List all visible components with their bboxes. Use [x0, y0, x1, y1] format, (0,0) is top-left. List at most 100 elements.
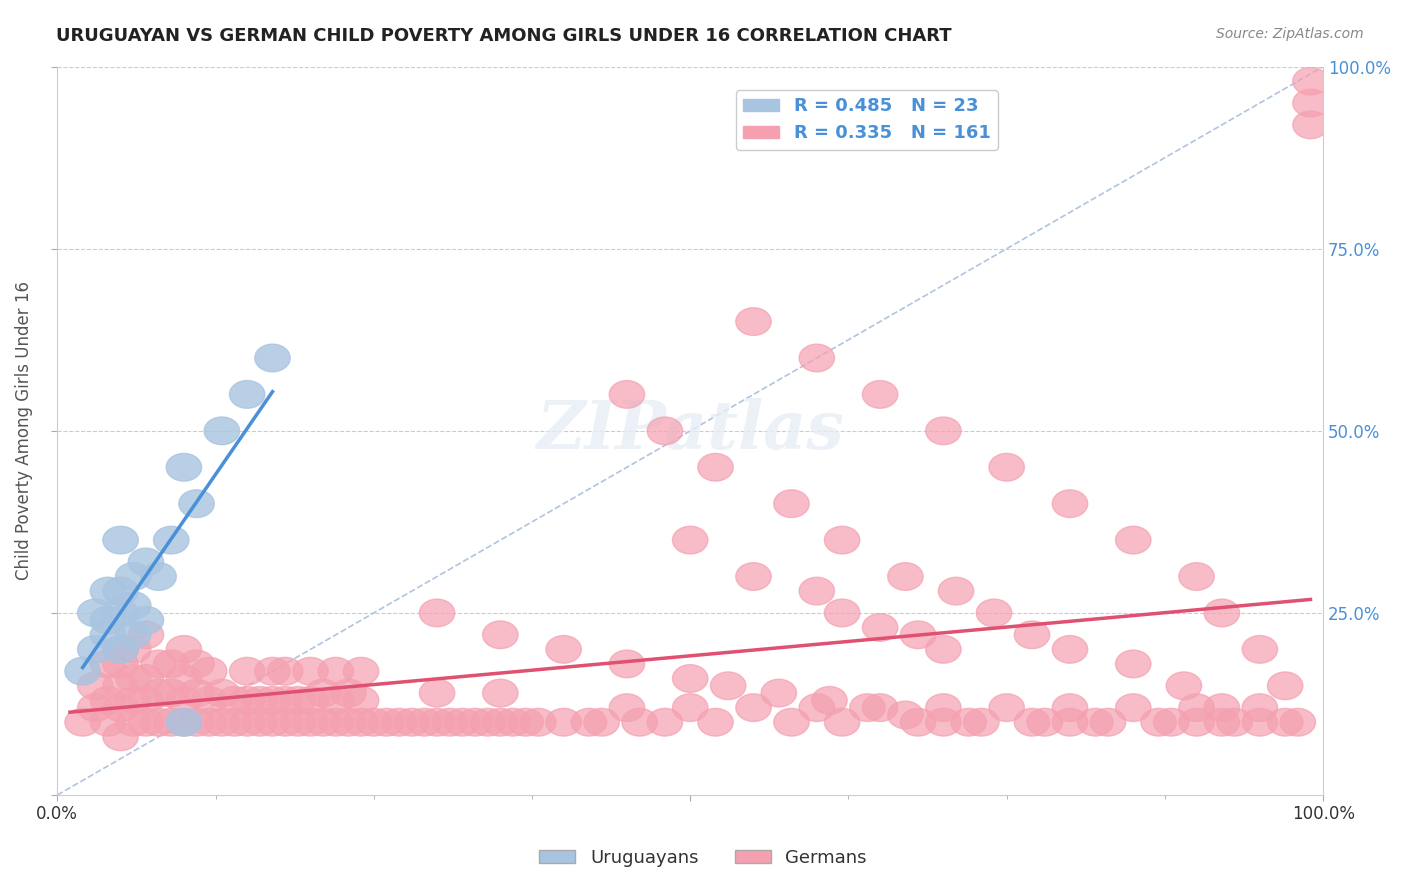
Ellipse shape — [103, 599, 138, 627]
Ellipse shape — [1052, 694, 1088, 722]
Ellipse shape — [217, 687, 252, 714]
Ellipse shape — [229, 381, 264, 409]
Ellipse shape — [419, 599, 454, 627]
Ellipse shape — [166, 665, 201, 692]
Ellipse shape — [609, 694, 645, 722]
Ellipse shape — [672, 665, 709, 692]
Ellipse shape — [697, 708, 734, 736]
Ellipse shape — [267, 708, 302, 736]
Ellipse shape — [77, 635, 112, 664]
Ellipse shape — [254, 657, 290, 685]
Ellipse shape — [609, 650, 645, 678]
Ellipse shape — [103, 723, 138, 751]
Legend: R = 0.485   N = 23, R = 0.335   N = 161: R = 0.485 N = 23, R = 0.335 N = 161 — [735, 90, 998, 150]
Ellipse shape — [128, 665, 163, 692]
Ellipse shape — [735, 694, 772, 722]
Ellipse shape — [1279, 708, 1316, 736]
Ellipse shape — [254, 687, 290, 714]
Ellipse shape — [824, 526, 860, 554]
Ellipse shape — [1292, 89, 1329, 117]
Ellipse shape — [799, 344, 835, 372]
Ellipse shape — [1267, 708, 1303, 736]
Ellipse shape — [697, 453, 734, 481]
Ellipse shape — [470, 708, 505, 736]
Ellipse shape — [925, 635, 962, 664]
Ellipse shape — [343, 687, 378, 714]
Ellipse shape — [128, 621, 163, 648]
Ellipse shape — [153, 650, 188, 678]
Ellipse shape — [1014, 621, 1050, 648]
Ellipse shape — [141, 679, 176, 707]
Ellipse shape — [267, 687, 302, 714]
Ellipse shape — [292, 657, 328, 685]
Ellipse shape — [242, 708, 277, 736]
Ellipse shape — [305, 679, 340, 707]
Ellipse shape — [609, 381, 645, 409]
Ellipse shape — [1178, 563, 1215, 591]
Ellipse shape — [482, 679, 517, 707]
Ellipse shape — [381, 708, 416, 736]
Ellipse shape — [546, 635, 581, 664]
Ellipse shape — [153, 679, 188, 707]
Ellipse shape — [950, 708, 987, 736]
Ellipse shape — [1178, 694, 1215, 722]
Ellipse shape — [90, 708, 125, 736]
Ellipse shape — [90, 687, 125, 714]
Ellipse shape — [292, 687, 328, 714]
Ellipse shape — [166, 708, 201, 736]
Ellipse shape — [925, 694, 962, 722]
Ellipse shape — [356, 708, 391, 736]
Ellipse shape — [318, 708, 353, 736]
Ellipse shape — [1292, 67, 1329, 95]
Ellipse shape — [179, 679, 214, 707]
Ellipse shape — [103, 694, 138, 722]
Ellipse shape — [1241, 694, 1278, 722]
Legend: Uruguayans, Germans: Uruguayans, Germans — [531, 842, 875, 874]
Ellipse shape — [824, 708, 860, 736]
Ellipse shape — [1052, 490, 1088, 517]
Ellipse shape — [1241, 635, 1278, 664]
Ellipse shape — [672, 526, 709, 554]
Ellipse shape — [330, 708, 366, 736]
Ellipse shape — [90, 650, 125, 678]
Ellipse shape — [90, 577, 125, 605]
Ellipse shape — [773, 708, 810, 736]
Ellipse shape — [1077, 708, 1114, 736]
Ellipse shape — [128, 548, 163, 576]
Ellipse shape — [90, 607, 125, 634]
Text: Source: ZipAtlas.com: Source: ZipAtlas.com — [1216, 27, 1364, 41]
Ellipse shape — [330, 679, 366, 707]
Ellipse shape — [191, 708, 226, 736]
Ellipse shape — [1241, 708, 1278, 736]
Ellipse shape — [710, 672, 747, 699]
Ellipse shape — [229, 687, 264, 714]
Ellipse shape — [128, 607, 163, 634]
Ellipse shape — [988, 694, 1025, 722]
Ellipse shape — [621, 708, 658, 736]
Ellipse shape — [204, 417, 239, 445]
Ellipse shape — [1052, 708, 1088, 736]
Ellipse shape — [394, 708, 429, 736]
Ellipse shape — [583, 708, 619, 736]
Ellipse shape — [217, 708, 252, 736]
Ellipse shape — [988, 453, 1025, 481]
Ellipse shape — [862, 381, 898, 409]
Ellipse shape — [103, 672, 138, 699]
Ellipse shape — [141, 708, 176, 736]
Ellipse shape — [115, 635, 150, 664]
Text: URUGUAYAN VS GERMAN CHILD POVERTY AMONG GIRLS UNDER 16 CORRELATION CHART: URUGUAYAN VS GERMAN CHILD POVERTY AMONG … — [56, 27, 952, 45]
Ellipse shape — [318, 657, 353, 685]
Ellipse shape — [343, 708, 378, 736]
Ellipse shape — [406, 708, 441, 736]
Ellipse shape — [976, 599, 1012, 627]
Ellipse shape — [419, 708, 454, 736]
Ellipse shape — [128, 708, 163, 736]
Ellipse shape — [242, 687, 277, 714]
Text: ZIPatlas: ZIPatlas — [536, 399, 844, 463]
Ellipse shape — [761, 679, 797, 707]
Ellipse shape — [204, 708, 239, 736]
Ellipse shape — [1052, 635, 1088, 664]
Ellipse shape — [862, 614, 898, 641]
Ellipse shape — [115, 563, 150, 591]
Ellipse shape — [799, 694, 835, 722]
